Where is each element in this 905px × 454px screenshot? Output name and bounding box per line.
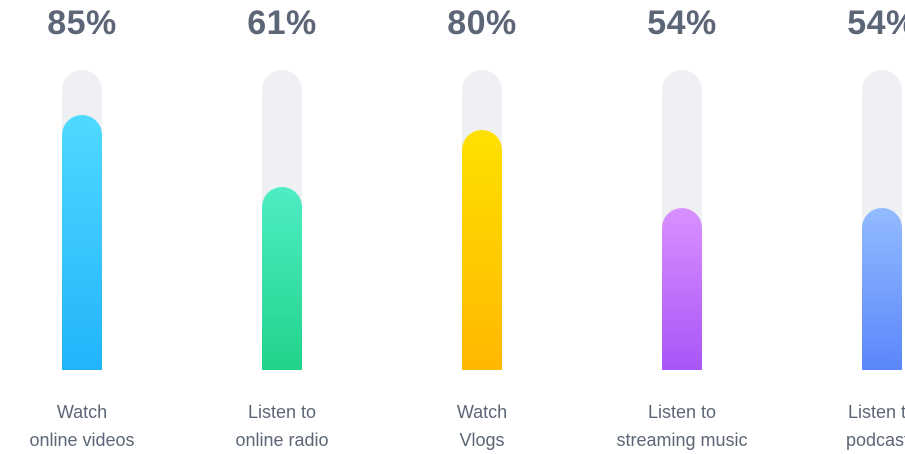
category-label-line: Listen to	[847, 402, 905, 422]
bar	[62, 115, 102, 370]
category-label: Listen to podcasts	[792, 398, 905, 454]
bar-group: 61% Listen to online radio	[202, 0, 362, 452]
category-label-line: online radio	[235, 430, 329, 450]
bar	[262, 187, 302, 370]
category-label-line: Watch	[456, 402, 508, 422]
bar	[862, 208, 902, 370]
bar-track	[862, 70, 902, 370]
bar-value-label: 85%	[47, 4, 117, 42]
category-label-line: Listen to	[647, 402, 717, 422]
category-label-line: podcasts	[845, 430, 905, 450]
bar-track	[62, 70, 102, 370]
bar-value-label: 54%	[847, 4, 905, 42]
bar-value-label: 54%	[647, 4, 717, 42]
category-label-line: Watch	[56, 402, 108, 422]
bar-track	[262, 70, 302, 370]
category-label-line: streaming music	[616, 430, 748, 450]
bar-group: 85% Watch online videos	[2, 0, 162, 452]
bar	[662, 208, 702, 370]
bar-value-label: 80%	[447, 4, 517, 42]
bar-track	[462, 70, 502, 370]
bar-track	[662, 70, 702, 370]
bar-group: 54% Listen to streaming music	[602, 0, 762, 452]
bar-group: 54% Listen to podcasts	[802, 0, 905, 452]
bar-value-label: 61%	[247, 4, 317, 42]
category-label-line: Listen to	[247, 402, 317, 422]
bar-group: 80% Watch Vlogs	[402, 0, 562, 452]
category-label-line: online videos	[29, 430, 135, 450]
category-label: Listen to streaming music	[592, 398, 772, 454]
category-label: Watch Vlogs	[392, 398, 572, 454]
category-label: Watch online videos	[0, 398, 172, 454]
bar	[462, 130, 502, 370]
category-label-line: Vlogs	[459, 430, 505, 450]
category-label: Listen to online radio	[192, 398, 372, 454]
